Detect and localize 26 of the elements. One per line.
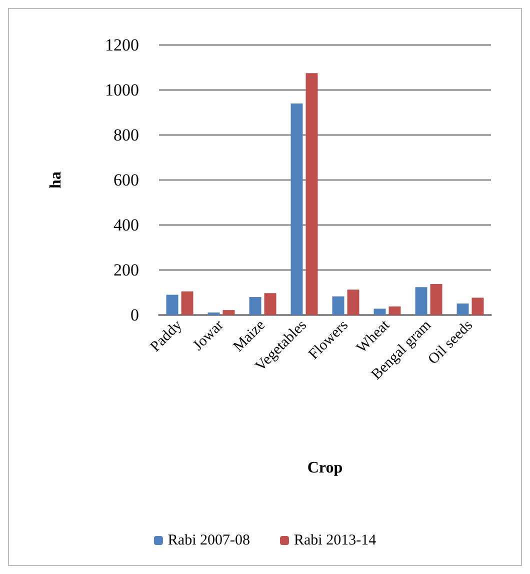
bar bbox=[306, 73, 318, 315]
bar bbox=[374, 308, 386, 315]
y-tick-label: 600 bbox=[114, 170, 139, 190]
bar bbox=[415, 287, 428, 315]
bar bbox=[456, 304, 469, 315]
y-axis-title: ha bbox=[48, 172, 64, 188]
y-tick-label: 0 bbox=[130, 306, 139, 324]
y-tick-label: 400 bbox=[114, 216, 139, 234]
legend-label: Rabi 2013-14 bbox=[294, 532, 377, 548]
bar bbox=[388, 306, 401, 315]
bar bbox=[430, 284, 442, 315]
bar bbox=[166, 294, 178, 315]
legend-label: Rabi 2007-08 bbox=[168, 532, 250, 548]
y-tick-label: 800 bbox=[114, 126, 139, 144]
x-axis-title: Crop bbox=[307, 460, 343, 476]
bar bbox=[472, 298, 484, 315]
bar bbox=[181, 291, 194, 315]
bar bbox=[332, 296, 344, 315]
bar bbox=[347, 290, 360, 315]
bar bbox=[290, 104, 303, 315]
bar bbox=[249, 297, 262, 315]
bar bbox=[222, 310, 235, 315]
y-tick-label: 1000 bbox=[105, 80, 139, 100]
bar bbox=[264, 293, 276, 315]
y-tick-label: 1200 bbox=[105, 36, 139, 54]
y-tick-label: 200 bbox=[114, 260, 139, 280]
